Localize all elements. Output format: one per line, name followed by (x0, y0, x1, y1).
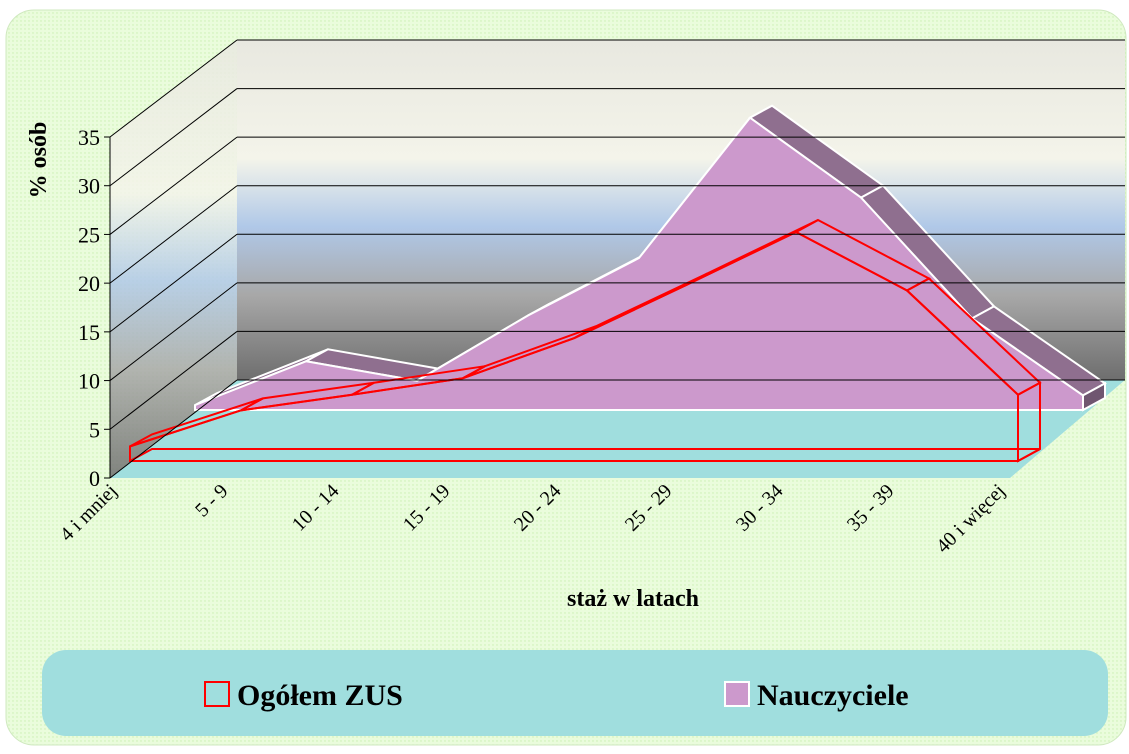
grid-line (109, 233, 238, 333)
grid-line (109, 39, 238, 138)
grid-line (109, 136, 238, 235)
y-tick-label: 10 (78, 369, 100, 394)
y-tick-label: 5 (89, 417, 100, 442)
grid-line (109, 88, 238, 187)
legend-swatch (724, 681, 750, 707)
y-tick-label: 20 (78, 271, 100, 296)
grid-line (109, 331, 238, 430)
grid-line (109, 379, 238, 479)
y-tick-label: 30 (78, 174, 100, 199)
plot (129, 104, 1107, 463)
y-tick-label: 25 (78, 222, 100, 247)
y-tick-label: 35 (78, 125, 100, 150)
x-axis-title: staż w latach (567, 586, 699, 612)
grid-line (109, 185, 238, 284)
legend-swatch (204, 681, 230, 707)
grid-line (109, 282, 238, 381)
side-wall (110, 40, 237, 478)
area (129, 230, 1019, 462)
y-tick-label: 0 (89, 466, 100, 491)
legend-label: Ogółem ZUS (237, 679, 403, 712)
y-axis-title: % osób (26, 122, 52, 199)
y-tick-label: 15 (78, 320, 100, 345)
legend-label: Nauczyciele (757, 679, 909, 712)
area (194, 116, 1084, 411)
legend (42, 650, 1108, 736)
